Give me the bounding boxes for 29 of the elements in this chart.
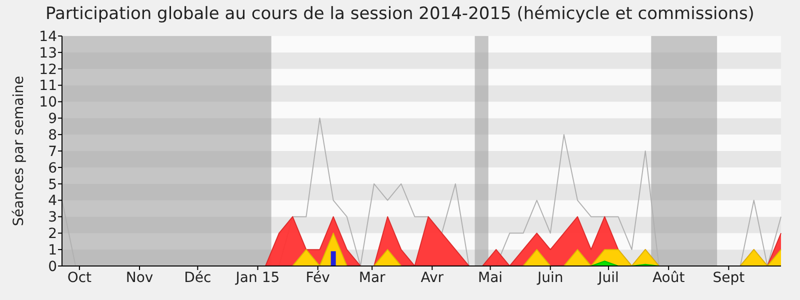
x-tick-label: Nov — [126, 270, 154, 286]
y-tick-label: 8 — [48, 127, 57, 144]
chart-title: Participation globale au cours de la session 2014-2015 (hémicycle et commissions) — [46, 4, 754, 24]
y-tick-label: 11 — [39, 78, 57, 94]
x-tick-label: Jan 15 — [234, 270, 280, 286]
x-tick-label: Mai — [478, 270, 503, 286]
y-tick-label: 13 — [39, 45, 57, 62]
y-tick-label: 12 — [39, 62, 57, 78]
y-tick-label: 7 — [48, 144, 57, 160]
y-tick-label: 6 — [48, 160, 58, 176]
y-tick-label: 4 — [48, 193, 58, 210]
x-tick-label: Juin — [536, 270, 564, 286]
x-tick-label: Oct — [67, 270, 92, 286]
y-tick-label: 3 — [48, 210, 57, 226]
y-tick-label: 10 — [39, 94, 57, 111]
y-axis-title: Séances par semaine — [11, 76, 27, 226]
x-tick-label: Mar — [358, 270, 386, 286]
x-tick-label: Sept — [712, 270, 746, 286]
x-tick-label: Juil — [597, 270, 619, 286]
y-tick-label: 0 — [48, 258, 57, 275]
y-tick-label: 14 — [39, 28, 58, 45]
y-tick-label: 1 — [48, 242, 57, 258]
x-tick-label: Déc — [184, 270, 212, 286]
x-tick-label: Août — [652, 270, 686, 286]
x-tick-label: Fév — [306, 270, 330, 286]
y-tick-label: 2 — [48, 226, 57, 242]
y-tick-label: 5 — [48, 176, 57, 193]
y-tick-label: 9 — [48, 111, 57, 128]
x-tick-label: Avr — [420, 270, 444, 286]
